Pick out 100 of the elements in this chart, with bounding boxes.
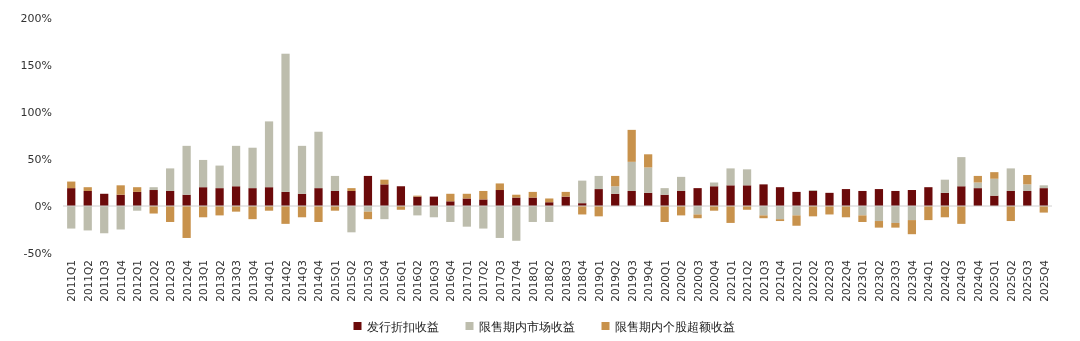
bar bbox=[446, 206, 455, 222]
x-tick-label: 2020Q3 bbox=[691, 260, 704, 302]
bar bbox=[545, 198, 554, 203]
bar bbox=[858, 215, 867, 222]
bar bbox=[281, 206, 290, 224]
bar bbox=[264, 187, 274, 206]
bar bbox=[957, 186, 966, 206]
x-tick-label: 2018Q3 bbox=[559, 260, 572, 302]
x-tick-label: 2014Q1 bbox=[263, 260, 276, 302]
bar bbox=[495, 190, 504, 206]
x-tick-label: 2024Q1 bbox=[922, 260, 935, 302]
bar bbox=[874, 221, 884, 228]
bar bbox=[792, 191, 801, 206]
bar bbox=[611, 186, 620, 194]
bar bbox=[248, 206, 257, 220]
bar bbox=[215, 206, 224, 216]
bar bbox=[940, 179, 949, 193]
x-tick-label: 2020Q1 bbox=[658, 260, 671, 302]
bar bbox=[479, 190, 488, 200]
bar bbox=[726, 206, 735, 223]
bar bbox=[841, 189, 851, 206]
bar bbox=[907, 190, 917, 206]
x-tick-label: 2017Q4 bbox=[510, 259, 523, 302]
x-tick-label: 2011Q3 bbox=[98, 260, 111, 302]
bar bbox=[1039, 188, 1048, 206]
bar bbox=[759, 215, 768, 219]
bar bbox=[495, 206, 504, 238]
bar bbox=[660, 188, 669, 195]
x-tick-label: 2011Q4 bbox=[114, 259, 127, 302]
bar bbox=[198, 159, 208, 188]
bar bbox=[1006, 190, 1015, 206]
bar bbox=[1039, 185, 1048, 189]
bar bbox=[413, 206, 422, 216]
bar bbox=[528, 191, 537, 198]
x-tick-label: 2023Q1 bbox=[856, 260, 869, 302]
bar bbox=[973, 188, 982, 206]
x-tick-label: 2016Q2 bbox=[411, 260, 424, 302]
x-tick-label: 2022Q3 bbox=[823, 260, 836, 302]
bar bbox=[166, 190, 175, 206]
x-tick-label: 2019Q3 bbox=[625, 260, 638, 302]
bar bbox=[83, 187, 92, 191]
bar bbox=[1023, 184, 1032, 191]
bar bbox=[264, 121, 274, 188]
bar bbox=[314, 131, 323, 189]
bar bbox=[742, 185, 752, 206]
bar bbox=[83, 206, 92, 231]
y-tick-label: -50% bbox=[23, 247, 52, 260]
x-tick-label: 2025Q2 bbox=[1004, 260, 1017, 302]
legend-label: 限售期内市场收益 bbox=[478, 319, 575, 334]
x-tick-label: 2021Q2 bbox=[741, 260, 754, 302]
x-tick-label: 2019Q1 bbox=[592, 260, 605, 302]
bar bbox=[775, 187, 785, 206]
bar bbox=[215, 165, 224, 189]
x-tick-label: 2019Q2 bbox=[609, 260, 622, 302]
bar bbox=[858, 190, 867, 206]
bar bbox=[1023, 174, 1032, 185]
bar bbox=[116, 185, 125, 195]
x-tick-label: 2011Q2 bbox=[81, 260, 94, 302]
x-tick-label: 2017Q2 bbox=[477, 260, 490, 302]
bar bbox=[528, 206, 537, 222]
x-tick-label: 2024Q3 bbox=[955, 260, 968, 302]
bar bbox=[825, 192, 834, 206]
x-tick-label: 2014Q3 bbox=[296, 260, 309, 302]
bar bbox=[611, 175, 620, 187]
x-tick-label: 2018Q4 bbox=[576, 259, 589, 302]
bar bbox=[182, 145, 191, 195]
bar bbox=[957, 206, 966, 224]
bar bbox=[891, 206, 900, 223]
x-tick-label: 2018Q2 bbox=[543, 260, 556, 302]
x-tick-label: 2021Q1 bbox=[724, 260, 737, 302]
y-tick-label: 200% bbox=[20, 12, 52, 25]
x-tick-label: 2019Q4 bbox=[642, 259, 655, 302]
bar bbox=[924, 206, 933, 221]
x-tick-label: 2016Q4 bbox=[444, 259, 457, 302]
bar bbox=[67, 188, 76, 206]
bar bbox=[693, 188, 702, 206]
x-tick-label: 2015Q4 bbox=[378, 259, 391, 302]
bar bbox=[594, 175, 603, 190]
bar bbox=[561, 191, 570, 197]
bar bbox=[891, 190, 900, 206]
legend-label: 发行折扣收益 bbox=[366, 319, 439, 334]
bar bbox=[660, 206, 669, 222]
bar bbox=[413, 196, 422, 206]
bar bbox=[990, 172, 999, 179]
bar bbox=[874, 189, 884, 206]
x-tick-label: 2012Q4 bbox=[180, 259, 193, 302]
bar bbox=[314, 188, 323, 206]
x-tick-label: 2020Q4 bbox=[708, 259, 721, 302]
y-tick-label: 0% bbox=[34, 200, 52, 213]
bar bbox=[891, 222, 900, 228]
bar bbox=[330, 175, 340, 191]
bar bbox=[594, 189, 603, 206]
x-tick-label: 2024Q2 bbox=[938, 260, 951, 302]
bar bbox=[644, 154, 653, 168]
x-tick-label: 2022Q1 bbox=[790, 260, 803, 302]
x-tick-label: 2023Q4 bbox=[905, 259, 918, 302]
bar bbox=[248, 147, 257, 189]
bar bbox=[446, 193, 455, 202]
bar bbox=[924, 187, 933, 206]
bar bbox=[759, 206, 768, 216]
